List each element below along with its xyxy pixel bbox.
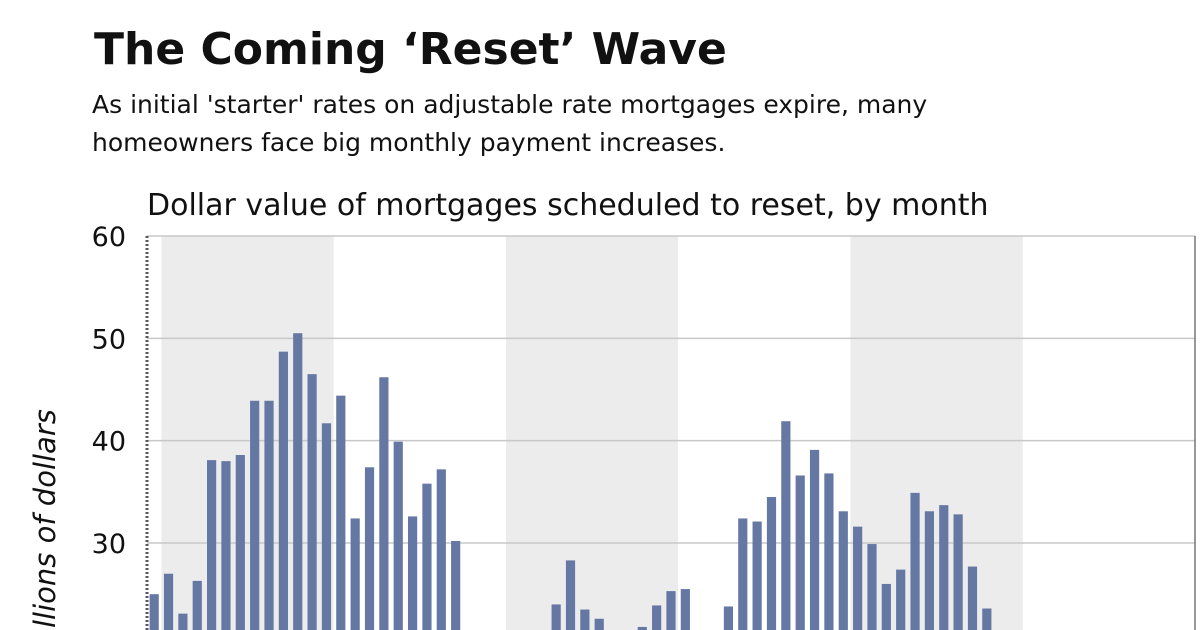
bar <box>967 566 978 630</box>
bar <box>565 560 576 630</box>
bar <box>752 521 762 630</box>
bar <box>781 421 791 630</box>
bar <box>910 492 920 630</box>
bar <box>364 467 375 630</box>
bar <box>580 609 590 630</box>
bar <box>680 589 690 630</box>
bar <box>379 377 389 630</box>
subtitle: As initial 'starter' rates on adjustable… <box>92 90 927 119</box>
bar <box>407 516 418 630</box>
bar <box>350 518 360 630</box>
bar <box>178 613 188 630</box>
year-band <box>161 236 334 630</box>
bar <box>422 483 432 630</box>
y-tick-label: 50 <box>92 324 126 355</box>
bar <box>278 351 288 630</box>
bar <box>809 449 820 630</box>
bar <box>853 526 863 630</box>
chart-title: Dollar value of mortgages scheduled to r… <box>147 188 989 223</box>
bar <box>149 594 159 630</box>
bar <box>637 626 647 630</box>
bar <box>924 511 935 630</box>
bar <box>896 569 906 630</box>
title: The Coming ‘Reset’ Wave <box>94 24 727 75</box>
bar <box>264 400 274 630</box>
y-axis-label: llions of dollars <box>28 409 62 628</box>
bar <box>953 514 963 630</box>
bar <box>451 540 461 630</box>
y-tick-label: 40 <box>92 427 126 458</box>
bar <box>982 608 992 630</box>
bar <box>336 395 346 630</box>
bar <box>221 461 231 630</box>
bar <box>293 333 303 630</box>
bar <box>192 580 202 630</box>
y-tick-label: 60 <box>92 222 126 253</box>
bar <box>393 441 403 630</box>
bar <box>551 604 561 630</box>
bar <box>163 573 174 630</box>
bar <box>738 518 748 630</box>
subtitle: homeowners face big monthly payment incr… <box>92 128 725 157</box>
bar <box>939 505 949 630</box>
bar <box>307 374 317 630</box>
bar <box>824 473 834 630</box>
bar <box>723 606 734 630</box>
bar <box>766 496 777 630</box>
bar <box>838 511 848 630</box>
bar <box>867 544 877 630</box>
bar <box>235 455 245 630</box>
bar <box>250 400 260 630</box>
bar <box>594 618 604 630</box>
bar <box>436 469 446 630</box>
bar <box>652 605 662 630</box>
bar <box>321 423 332 630</box>
year-band <box>505 236 679 630</box>
bar <box>881 583 891 630</box>
y-tick-label: 30 <box>92 529 126 560</box>
bar <box>795 475 805 630</box>
year-band <box>850 236 1023 630</box>
bar <box>207 460 217 630</box>
bar <box>666 591 676 630</box>
